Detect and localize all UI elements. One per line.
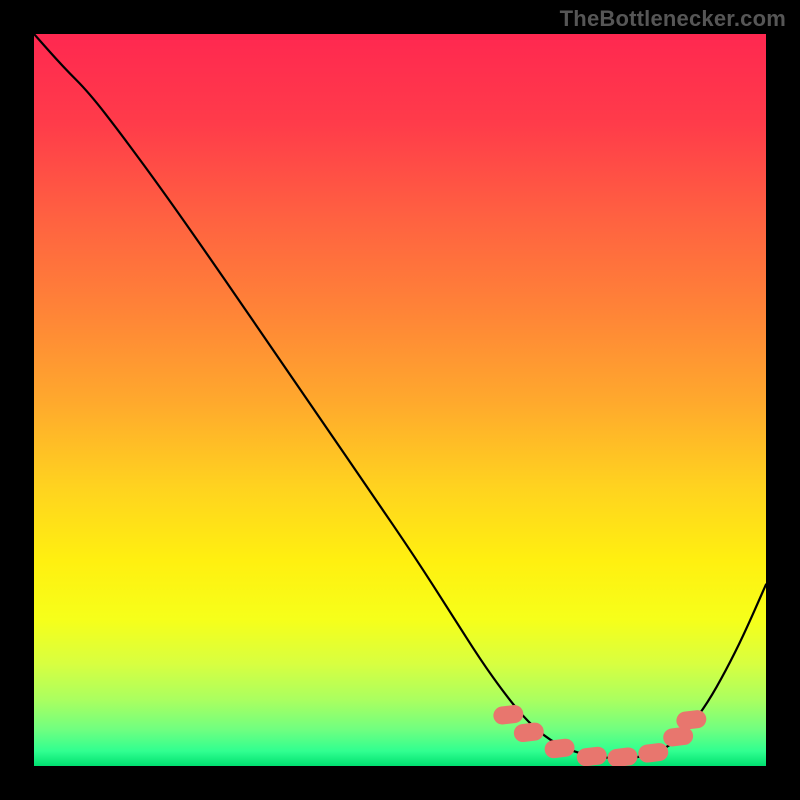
watermark-label: TheBottlenecker.com (560, 6, 786, 32)
plot-area (34, 34, 766, 766)
plot-svg (34, 34, 766, 766)
chart-frame: TheBottlenecker.com (0, 0, 800, 800)
gradient-background (34, 34, 766, 766)
